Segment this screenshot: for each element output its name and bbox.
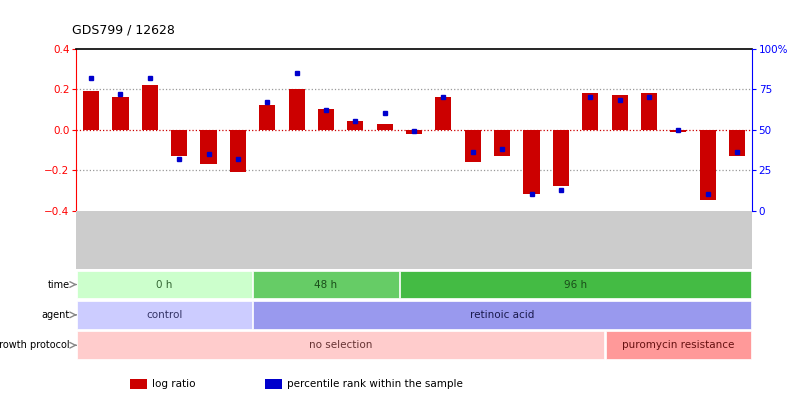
Bar [259, 105, 275, 130]
Bar [130, 379, 147, 389]
Text: 96 h: 96 h [563, 279, 586, 290]
Bar [347, 122, 363, 130]
Bar [523, 130, 539, 194]
Bar [670, 130, 686, 132]
Bar [581, 93, 597, 130]
Text: log ratio: log ratio [152, 379, 195, 388]
Text: agent: agent [41, 310, 70, 320]
Bar [399, 271, 750, 298]
Bar [376, 124, 393, 130]
Text: growth protocol: growth protocol [0, 340, 70, 350]
Text: GDS799 / 12628: GDS799 / 12628 [72, 23, 175, 36]
Bar [77, 331, 604, 359]
Bar [77, 271, 251, 298]
Bar [728, 130, 744, 156]
Bar [253, 271, 398, 298]
Text: control: control [146, 310, 182, 320]
Bar [112, 97, 128, 130]
Bar [141, 85, 157, 130]
Bar [406, 130, 422, 134]
Text: time: time [47, 279, 70, 290]
Bar [200, 130, 216, 164]
Text: puromycin resistance: puromycin resistance [622, 340, 734, 350]
Bar [464, 130, 480, 162]
Bar [605, 331, 750, 359]
Text: no selection: no selection [308, 340, 372, 350]
Text: retinoic acid: retinoic acid [470, 310, 534, 320]
Text: 48 h: 48 h [314, 279, 337, 290]
Bar [77, 301, 251, 329]
Bar [434, 97, 451, 130]
Bar [699, 130, 715, 200]
Bar [253, 301, 750, 329]
Bar [611, 95, 627, 130]
Text: 0 h: 0 h [156, 279, 173, 290]
Bar [552, 130, 569, 186]
Bar [640, 93, 656, 130]
Bar [317, 109, 333, 130]
Bar [265, 379, 282, 389]
Bar [494, 130, 510, 156]
Bar [230, 130, 246, 172]
Bar [171, 130, 187, 156]
Text: percentile rank within the sample: percentile rank within the sample [287, 379, 463, 388]
Bar [288, 89, 304, 130]
Bar [83, 91, 99, 130]
